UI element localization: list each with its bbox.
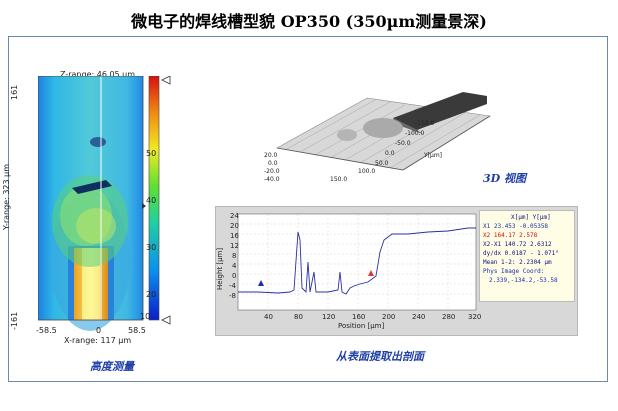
3d-x-tick-3: -50.0 — [395, 140, 411, 147]
profile-y-tick-4: 4 — [232, 262, 237, 270]
profile-y-tick-16: 16 — [230, 232, 239, 240]
3d-x-tick-6: 100.0 — [358, 168, 376, 175]
profile-y-tick-neg4: -4 — [229, 282, 236, 290]
profile-x-tick-320: 320 — [468, 313, 482, 321]
x-range-label: X-range: 117 µm — [64, 336, 132, 345]
colorbar-tick-20: 20 — [146, 290, 157, 299]
coord-x2-value: 164.17 2.578 — [493, 232, 538, 239]
colorbar-tick-50: 50 — [146, 149, 157, 158]
3d-x-tick-1: -150.0 — [415, 120, 435, 127]
3d-x-tick-4: 0.0 — [385, 150, 395, 157]
surface-3d-view — [276, 92, 491, 171]
3d-y-tick-4: -40.0 — [264, 176, 280, 183]
profile-y-tick-8: 8 — [232, 252, 237, 260]
x-tick-right: 58.5 — [128, 326, 146, 335]
profile-x-tick-280: 280 — [442, 313, 456, 321]
coord-phys-value: 2.339,-134.2,-53.58 — [489, 277, 558, 284]
profile-x-tick-200: 200 — [382, 313, 396, 321]
profile-x-tick-120: 120 — [322, 313, 336, 321]
profile-x-tick-40: 40 — [264, 313, 273, 321]
3d-y-tick-3: -20.0 — [264, 168, 280, 175]
colorbar-tick-40: 40 — [146, 196, 157, 205]
3d-y-axis-label: Y[µm] — [424, 152, 443, 159]
profile-y-tick-20: 20 — [230, 222, 239, 230]
3d-y-tick-2: 0.0 — [268, 160, 278, 167]
coord-x1-value: 23.453 -0.05358 — [493, 223, 549, 230]
height-map-image — [38, 76, 171, 331]
profile-y-tick-0: 0 — [232, 272, 237, 280]
y-range-label: Y-range: 323 µm — [2, 163, 11, 230]
z-range-label: Z-range: 46.05 µm — [60, 70, 136, 79]
profile-caption: 从表面提取出剖面 — [336, 350, 424, 363]
coord-x1-label: X1 — [483, 223, 491, 230]
profile-y-tick-12: 12 — [230, 242, 239, 250]
coord-x2-label: X2 — [483, 232, 491, 239]
coordinate-readout: X[µm] Y[µm] X1 23.453 -0.05358 X2 164.17… — [479, 210, 575, 302]
coord-slope: dy/dx 0.0187 - 1.071° — [483, 250, 559, 257]
3d-x-tick-2: -100.0 — [405, 130, 425, 137]
coord-header: X[µm] Y[µm] — [511, 214, 551, 221]
3d-view-caption: 3D 视图 — [483, 172, 527, 185]
3d-x-tick-7: 150.0 — [330, 176, 348, 183]
coord-mean: Mean 1-2: 2.2304 µm — [483, 259, 552, 266]
profile-xlabel: Position [µm] — [338, 322, 385, 330]
3d-y-tick-1: 20.0 — [264, 152, 278, 159]
profile-x-tick-160: 160 — [352, 313, 366, 321]
profile-chart — [237, 213, 477, 311]
profile-x-tick-240: 240 — [412, 313, 426, 321]
y-top-label: 161 — [10, 84, 19, 100]
profile-ylabel: Height [µm] — [216, 247, 224, 290]
y-bottom-label: -161 — [10, 311, 19, 330]
height-map-caption: 高度测量 — [90, 360, 134, 373]
profile-x-tick-80: 80 — [294, 313, 303, 321]
profile-y-tick-neg8: -8 — [229, 292, 236, 300]
coord-x2x1: X2-X1 140.72 2.6312 — [483, 241, 552, 248]
colorbar-tick-30: 30 — [146, 243, 157, 252]
coord-phys-label: Phys Image Coord: — [483, 268, 545, 275]
profile-y-tick-24: 24 — [230, 212, 239, 220]
x-tick-left: -58.5 — [36, 326, 57, 335]
colorbar-tick-10: 10 — [140, 312, 151, 321]
x-tick-center: 0 — [96, 326, 102, 335]
3d-x-tick-5: 50.0 — [375, 160, 389, 167]
page-title: 微电子的焊线槽型貌 OP350 (350µm测量景深) — [131, 12, 487, 31]
